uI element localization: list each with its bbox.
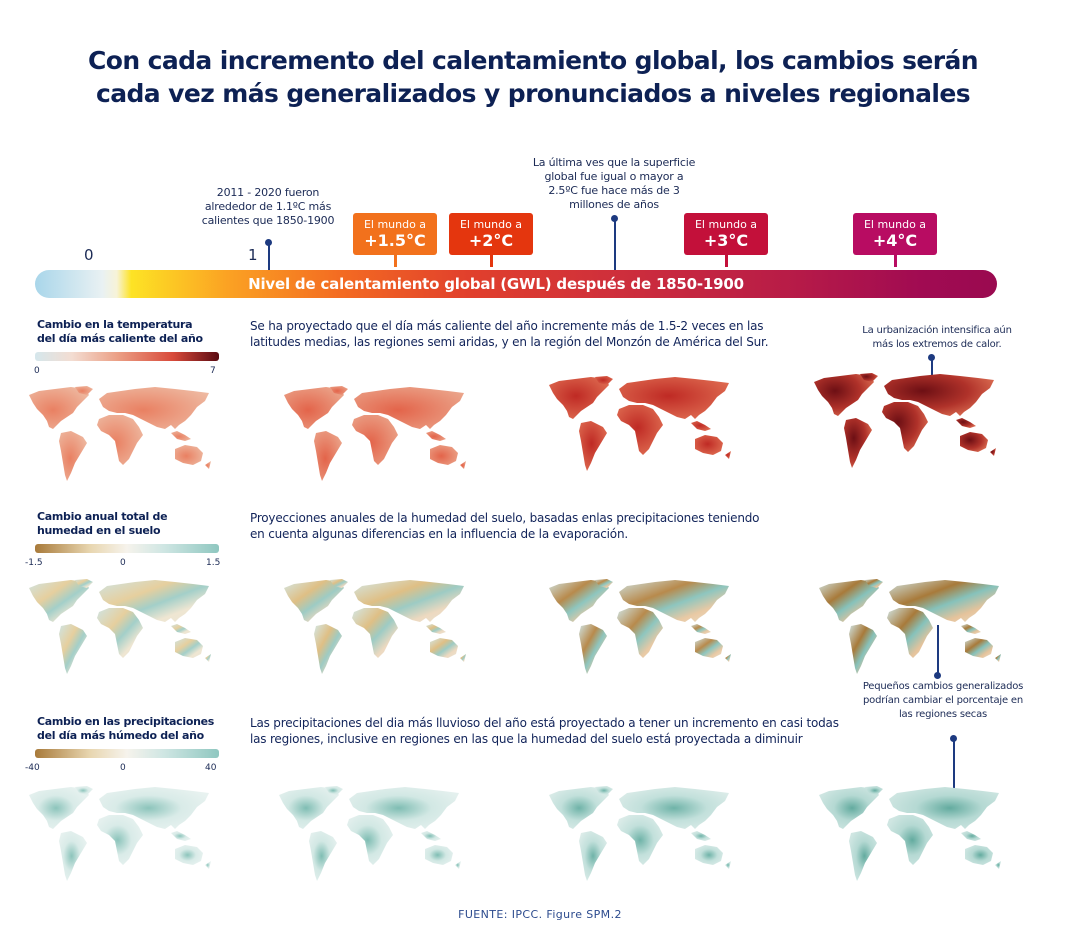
description-temperature: Se ha proyectado que el día más caliente…	[250, 319, 769, 349]
gwl-bar-label: Nivel de calentamiento global (GWL) desp…	[248, 275, 744, 293]
legend-bar-temperature	[35, 352, 219, 361]
pin-line-precip	[953, 739, 955, 789]
legend-tick-temp-min: 0	[34, 366, 40, 376]
legend-title-soil-moisture: Cambio anual total de humedad en el suel…	[37, 510, 168, 537]
badge-3c: El mundo a +3°C	[684, 213, 768, 255]
legend-tick-soil-max: 1.5	[206, 558, 221, 568]
map-temperature-3c	[545, 375, 745, 475]
legend-tick-soil-mid: 0	[120, 558, 126, 568]
map-precip-4c	[815, 785, 1015, 885]
legend-bar-precipitation	[35, 749, 219, 758]
badge-stem-3c	[725, 255, 728, 267]
map-soil-3c	[545, 578, 745, 678]
map-temperature-1-5c	[25, 385, 225, 485]
legend-title-temperature: Cambio en la temperatura del día más cal…	[37, 318, 203, 345]
tick-1: 1	[248, 246, 258, 264]
legend-tick-soil-min: -1.5	[25, 558, 43, 568]
legend-tick-temp-max: 7	[210, 366, 216, 376]
legend-tick-precip-max: 40	[205, 763, 217, 773]
pin-line-urbanization	[931, 358, 933, 376]
map-temperature-4c	[810, 372, 1010, 472]
source-credit: FUENTE: IPCC. Figure SPM.2	[458, 908, 622, 921]
note-2-5c: La última ves que la superficie global f…	[532, 156, 696, 211]
pin-line-2-5c	[614, 219, 616, 270]
map-precip-3c	[545, 785, 745, 885]
legend-tick-precip-mid: 0	[120, 763, 126, 773]
map-soil-2c	[280, 578, 480, 678]
description-precipitation: Las precipitaciones del dia más lluvioso…	[250, 716, 839, 746]
map-soil-4c	[815, 578, 1015, 678]
map-precip-2c	[275, 785, 475, 885]
badge-stem-2c	[490, 255, 493, 267]
badge-1-5c: El mundo a +1.5°C	[353, 213, 437, 255]
legend-tick-precip-min: -40	[25, 763, 40, 773]
badge-4c: El mundo a +4°C	[853, 213, 937, 255]
title-line-1: Con cada incremento del calentamiento gl…	[88, 46, 979, 75]
note-2011-2020: 2011 - 2020 fueron alrededor de 1.1ºC má…	[201, 186, 335, 227]
description-soil-moisture: Proyecciones anuales de la humedad del s…	[250, 511, 760, 541]
pin-line-dry-regions	[937, 625, 939, 677]
annotation-urbanization: La urbanización intensifica aún más los …	[862, 325, 1012, 350]
tick-0: 0	[84, 246, 94, 264]
map-temperature-2c	[280, 385, 480, 485]
map-soil-1-5c	[25, 578, 225, 678]
page-title: Con cada incremento del calentamiento gl…	[0, 44, 1066, 110]
legend-title-precipitation: Cambio en las precipitaciones del día má…	[37, 715, 215, 742]
badge-stem-1-5c	[394, 255, 397, 267]
pin-dot-2011	[265, 239, 272, 246]
gwl-gradient-bar: Nivel de calentamiento global (GWL) desp…	[35, 270, 997, 298]
pin-dot-dry-regions	[934, 672, 941, 679]
legend-bar-soil-moisture	[35, 544, 219, 553]
pin-dot-2-5c	[611, 215, 618, 222]
annotation-dry-regions: Pequeños cambios generalizados podrían c…	[862, 681, 1024, 720]
title-line-2: cada vez más generalizados y pronunciado…	[96, 79, 971, 108]
badge-stem-4c	[894, 255, 897, 267]
badge-2c: El mundo a +2°C	[449, 213, 533, 255]
map-precip-1-5c	[25, 785, 225, 885]
pin-dot-urbanization	[928, 354, 935, 361]
pin-line-2011	[268, 243, 270, 270]
pin-dot-precip	[950, 735, 957, 742]
